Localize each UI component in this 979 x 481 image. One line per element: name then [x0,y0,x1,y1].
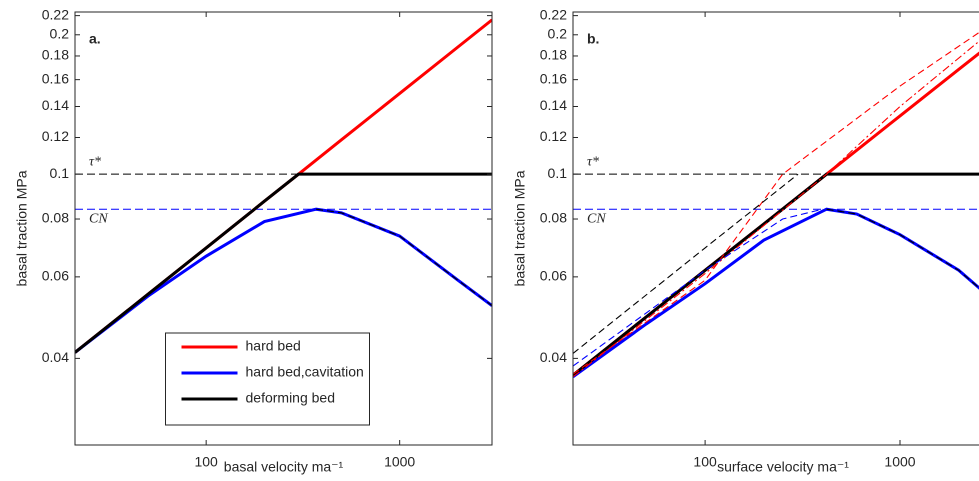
y-tick-label: 0.08 [540,210,567,226]
data-line [573,208,823,367]
y-tick-label: 0.04 [540,349,567,365]
reference-label: CN [89,211,108,226]
y-tick-label: 0.14 [540,97,567,113]
y-tick-label: 0.06 [42,268,69,284]
x-tick-label: 1000 [384,454,415,470]
data-line [573,40,979,378]
panel: 0.04 0.06 0.08 0.1 0.12 0.14 0.16 0.18 0.2 0.22 10… [512,6,979,475]
y-tick-label: 0.12 [540,128,567,144]
legend-label: deforming bed [246,390,336,406]
data-line [75,207,492,354]
panel-label: a. [89,31,101,47]
y-tick-label: 0.1 [50,165,70,181]
panel-label: b. [587,31,599,47]
data-line [826,208,979,289]
x-axis-label: basal velocity ma⁻¹ [224,459,344,475]
data-line [316,208,492,307]
y-tick-label: 0.18 [42,47,69,63]
y-tick-label: 0.14 [42,97,69,113]
reference-label: CN [587,211,606,226]
x-tick-label: 100 [194,454,218,470]
data-line [573,207,979,379]
reference-label: τ* [89,154,101,169]
axes-frame [572,11,979,446]
reference-label: τ* [587,154,599,169]
x-axis-label: surface velocity ma⁻¹ [717,459,849,475]
data-line [573,172,979,377]
legend: hard bed hard bed,cavitation deforming bed [165,332,370,426]
y-axis-label: basal traction MPa [14,170,30,286]
plot-area [573,31,979,379]
legend-label: hard bed,cavitation [246,364,364,380]
x-tick-label: 100 [693,454,717,470]
y-tick-label: 0.18 [540,47,567,63]
data-line [75,172,492,354]
panel: 0.04 0.06 0.08 0.1 0.12 0.14 0.16 0.18 0.2 0.22 10… [14,6,493,475]
y-tick-label: 0.1 [548,165,568,181]
y-tick-label: 0.12 [42,128,69,144]
y-tick-label: 0.2 [50,25,70,41]
plot-area [75,18,492,354]
y-tick-label: 0.2 [548,25,568,41]
legend-label: hard bed [246,338,301,354]
y-axis-label: basal traction MPa [512,170,528,286]
y-tick-label: 0.04 [42,349,69,365]
y-tick-label: 0.06 [540,268,567,284]
y-tick-label: 0.16 [42,70,69,86]
y-tick-label: 0.08 [42,210,69,226]
y-tick-label: 0.22 [42,6,69,22]
axes-frame [74,11,493,446]
data-line [573,173,799,354]
y-tick-label: 0.22 [540,6,567,22]
data-line [573,31,979,375]
x-tick-label: 1000 [884,454,915,470]
y-tick-label: 0.16 [540,70,567,86]
